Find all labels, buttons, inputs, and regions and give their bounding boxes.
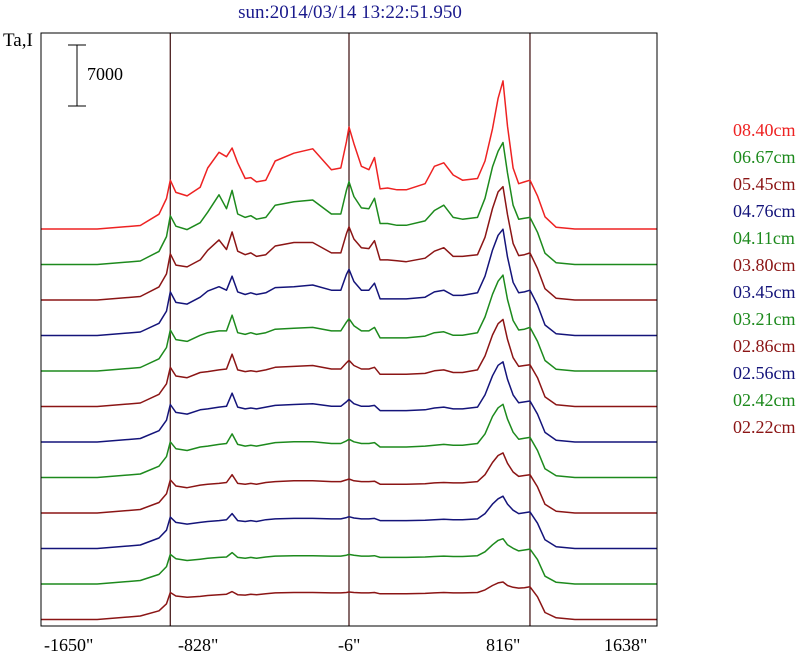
legend-item: 02.42cm <box>733 390 796 410</box>
series-line-03.80cm <box>41 318 657 408</box>
plot-frame <box>40 32 658 627</box>
series-line-05.45cm <box>41 185 657 301</box>
series-line-02.42cm <box>41 537 657 585</box>
series-line-03.21cm <box>41 403 657 479</box>
series-line-04.76cm <box>41 228 657 337</box>
series-line-06.67cm <box>41 141 657 266</box>
legend-item: 02.86cm <box>733 336 796 356</box>
x-tick-label: 1638" <box>604 635 648 655</box>
legend-item: 03.21cm <box>733 309 796 329</box>
vertical-markers <box>169 33 531 626</box>
scale-bar-label: 7000 <box>87 64 123 84</box>
chart-title: sun:2014/03/14 13:22:51.950 <box>238 2 462 23</box>
series-layer <box>41 80 657 621</box>
series-line-02.56cm <box>41 495 657 550</box>
x-tick-label: 816" <box>486 635 521 655</box>
x-tick-label: -6" <box>338 635 361 655</box>
series-line-08.40cm <box>41 80 657 230</box>
legend-item: 04.76cm <box>733 201 796 221</box>
legend-item: 05.45cm <box>733 174 796 194</box>
x-tick-label: -1650" <box>44 635 94 655</box>
legend-item: 06.67cm <box>733 147 796 167</box>
legend-item: 04.11cm <box>733 228 795 248</box>
series-line-03.45cm <box>41 361 657 443</box>
series-line-02.86cm <box>41 452 657 514</box>
legend-item: 02.22cm <box>733 417 796 437</box>
x-tick-label: -828" <box>178 635 219 655</box>
legend-item: 03.80cm <box>733 255 796 275</box>
legend-item: 03.45cm <box>733 282 796 302</box>
legend-item: 02.56cm <box>733 363 796 383</box>
y-axis-label: Ta,I <box>3 30 33 51</box>
scale-bar <box>68 44 86 107</box>
series-line-02.22cm <box>41 581 657 621</box>
series-line-04.11cm <box>41 274 657 372</box>
legend-item: 08.40cm <box>733 120 796 140</box>
